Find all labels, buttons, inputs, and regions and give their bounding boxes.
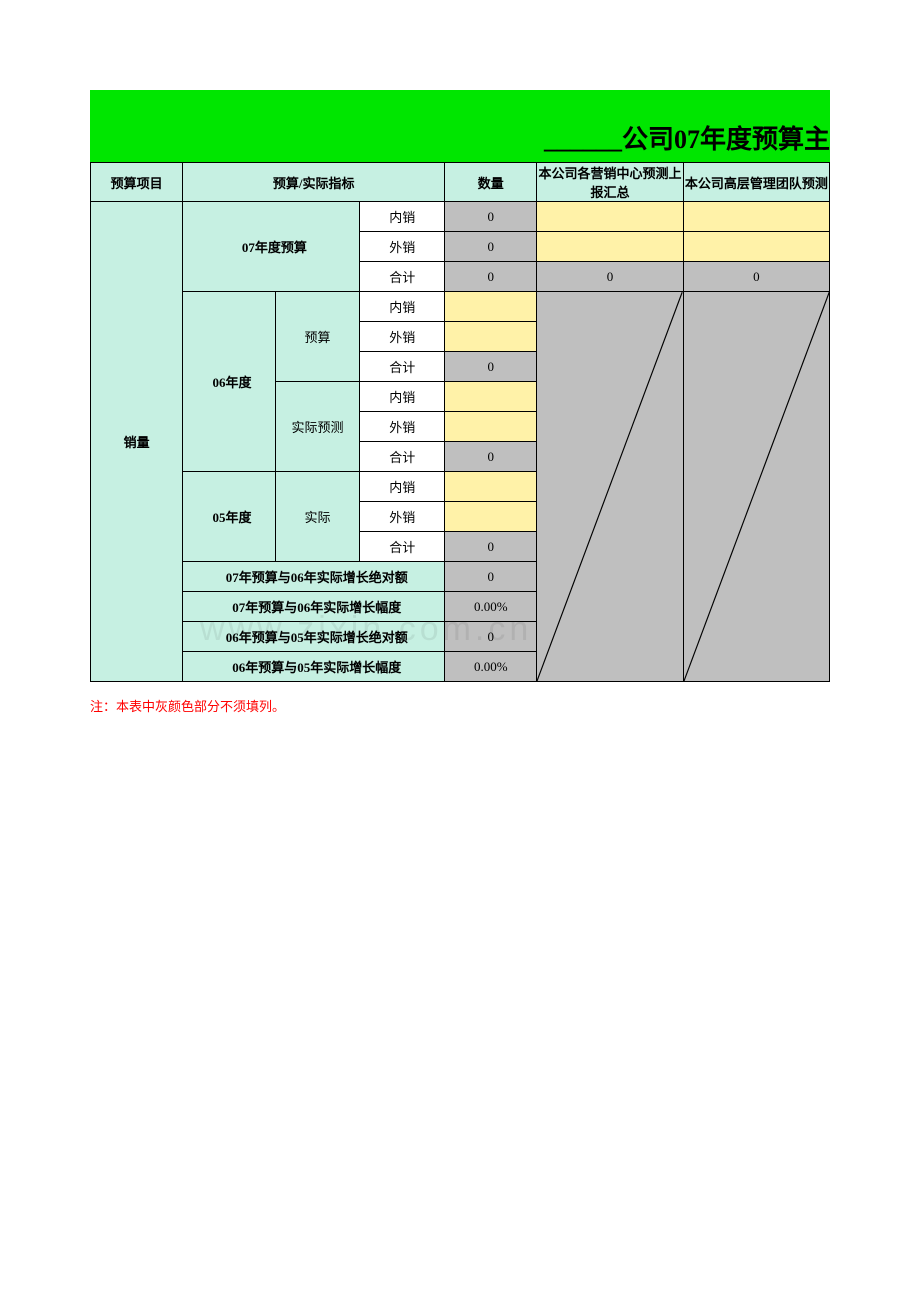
cell-b07-total: 0 [445, 262, 537, 292]
label-total: 合计 [360, 262, 445, 292]
table-row: 06年度 预算 内销 [91, 292, 830, 322]
diag-cell-center [537, 292, 683, 682]
label-growth-pct-0605: 06年预算与05年实际增长幅度 [183, 652, 445, 682]
label-total: 合计 [360, 532, 445, 562]
label-domestic: 内销 [360, 472, 445, 502]
title-bar: ______公司07年度预算主 [90, 90, 830, 162]
cell-y05-actual-total: 0 [445, 532, 537, 562]
cell-b07-total-mgmt: 0 [683, 262, 829, 292]
label-sales-volume: 销量 [91, 202, 183, 682]
label-domestic: 内销 [360, 202, 445, 232]
cell-growth-pct-0706: 0.00% [445, 592, 537, 622]
label-domestic: 内销 [360, 382, 445, 412]
label-export: 外销 [360, 412, 445, 442]
label-growth-abs-0706: 07年预算与06年实际增长绝对额 [183, 562, 445, 592]
hdr-qty: 数量 [445, 163, 537, 202]
label-growth-pct-0706: 07年预算与06年实际增长幅度 [183, 592, 445, 622]
label-budget07: 07年度预算 [183, 202, 360, 292]
footnote: 注：本表中灰颜色部分不须填列。 [90, 682, 830, 715]
cell-input[interactable] [537, 202, 683, 232]
label-export: 外销 [360, 322, 445, 352]
cell-input[interactable] [445, 502, 537, 532]
cell-input[interactable] [445, 382, 537, 412]
label-export: 外销 [360, 232, 445, 262]
cell-b07-total-center: 0 [537, 262, 683, 292]
cell-growth-pct-0605: 0.00% [445, 652, 537, 682]
page-container: ______公司07年度预算主 预算项目 预算/实际指标 数量 本公司各营销中心… [0, 0, 920, 715]
cell-input[interactable] [683, 202, 829, 232]
label-export: 外销 [360, 502, 445, 532]
cell-b07-domestic: 0 [445, 202, 537, 232]
label-actual: 实际 [275, 472, 360, 562]
cell-input[interactable] [445, 322, 537, 352]
cell-input[interactable] [683, 232, 829, 262]
cell-input[interactable] [445, 412, 537, 442]
table-row: 销量 07年度预算 内销 0 [91, 202, 830, 232]
label-actual-forecast: 实际预测 [275, 382, 360, 472]
label-growth-abs-0605: 06年预算与05年实际增长绝对额 [183, 622, 445, 652]
cell-input[interactable] [445, 472, 537, 502]
label-budget: 预算 [275, 292, 360, 382]
hdr-indicator: 预算/实际指标 [183, 163, 445, 202]
title-text: ______公司07年度预算主 [544, 119, 830, 162]
diag-cell-mgmt [683, 292, 829, 682]
cell-y06-actual-total: 0 [445, 442, 537, 472]
cell-growth-abs-0605: 0 [445, 622, 537, 652]
hdr-mgmt: 本公司高层管理团队预测 [683, 163, 829, 202]
cell-y06-budget-total: 0 [445, 352, 537, 382]
label-total: 合计 [360, 442, 445, 472]
hdr-center: 本公司各营销中心预测上报汇总 [537, 163, 683, 202]
hdr-item: 预算项目 [91, 163, 183, 202]
cell-input[interactable] [445, 292, 537, 322]
label-total: 合计 [360, 352, 445, 382]
label-domestic: 内销 [360, 292, 445, 322]
label-year06: 06年度 [183, 292, 275, 472]
cell-b07-export: 0 [445, 232, 537, 262]
cell-input[interactable] [537, 232, 683, 262]
header-row: 预算项目 预算/实际指标 数量 本公司各营销中心预测上报汇总 本公司高层管理团队… [91, 163, 830, 202]
cell-growth-abs-0706: 0 [445, 562, 537, 592]
label-year05: 05年度 [183, 472, 275, 562]
budget-table: 预算项目 预算/实际指标 数量 本公司各营销中心预测上报汇总 本公司高层管理团队… [90, 162, 830, 682]
